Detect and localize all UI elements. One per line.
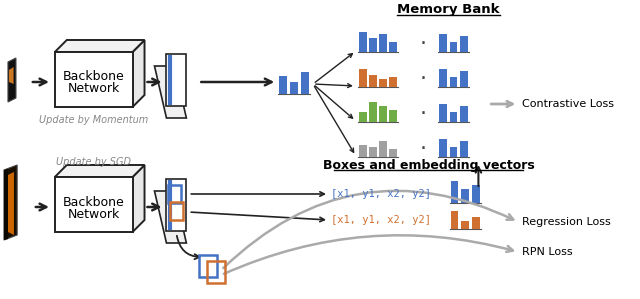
Text: Backbone: Backbone bbox=[63, 196, 125, 208]
FancyBboxPatch shape bbox=[166, 54, 186, 106]
Polygon shape bbox=[154, 191, 186, 243]
FancyBboxPatch shape bbox=[461, 106, 468, 122]
Text: Network: Network bbox=[68, 208, 120, 220]
FancyBboxPatch shape bbox=[55, 177, 132, 232]
Polygon shape bbox=[132, 40, 145, 107]
FancyBboxPatch shape bbox=[379, 34, 387, 52]
FancyBboxPatch shape bbox=[379, 79, 387, 87]
Polygon shape bbox=[9, 67, 13, 84]
FancyBboxPatch shape bbox=[472, 185, 481, 203]
FancyBboxPatch shape bbox=[359, 69, 367, 87]
FancyBboxPatch shape bbox=[449, 77, 458, 87]
Text: Update by SGD: Update by SGD bbox=[56, 157, 131, 167]
FancyBboxPatch shape bbox=[369, 75, 377, 87]
FancyBboxPatch shape bbox=[359, 32, 367, 52]
FancyBboxPatch shape bbox=[461, 189, 470, 203]
FancyBboxPatch shape bbox=[55, 52, 132, 107]
FancyBboxPatch shape bbox=[451, 181, 458, 203]
Polygon shape bbox=[55, 165, 145, 177]
Text: Backbone: Backbone bbox=[63, 71, 125, 83]
Text: ·: · bbox=[420, 34, 427, 54]
Text: [x1, y1, x2, y2]: [x1, y1, x2, y2] bbox=[331, 215, 431, 225]
FancyBboxPatch shape bbox=[166, 179, 186, 231]
FancyBboxPatch shape bbox=[451, 211, 458, 229]
FancyBboxPatch shape bbox=[279, 76, 287, 94]
FancyBboxPatch shape bbox=[369, 147, 377, 157]
FancyBboxPatch shape bbox=[388, 77, 397, 87]
FancyBboxPatch shape bbox=[388, 42, 397, 52]
FancyBboxPatch shape bbox=[449, 112, 458, 122]
Polygon shape bbox=[4, 165, 17, 240]
FancyBboxPatch shape bbox=[388, 110, 397, 122]
Polygon shape bbox=[8, 58, 16, 102]
Text: Regression Loss: Regression Loss bbox=[522, 217, 611, 227]
FancyBboxPatch shape bbox=[290, 82, 298, 94]
Polygon shape bbox=[8, 172, 14, 235]
FancyBboxPatch shape bbox=[438, 139, 447, 157]
FancyBboxPatch shape bbox=[438, 104, 447, 122]
FancyBboxPatch shape bbox=[369, 102, 377, 122]
FancyBboxPatch shape bbox=[461, 36, 468, 52]
Text: ·: · bbox=[420, 69, 427, 89]
FancyBboxPatch shape bbox=[461, 221, 470, 229]
Text: Contrastive Loss: Contrastive Loss bbox=[522, 99, 614, 109]
FancyBboxPatch shape bbox=[301, 72, 309, 94]
FancyBboxPatch shape bbox=[461, 71, 468, 87]
FancyBboxPatch shape bbox=[449, 147, 458, 157]
FancyBboxPatch shape bbox=[449, 42, 458, 52]
Text: Boxes and embedding vectors: Boxes and embedding vectors bbox=[323, 158, 534, 172]
Text: Network: Network bbox=[68, 83, 120, 95]
Polygon shape bbox=[4, 169, 8, 240]
Text: [x1, y1, x2, y2]: [x1, y1, x2, y2] bbox=[331, 189, 431, 199]
Text: Update by Momentum: Update by Momentum bbox=[39, 115, 148, 125]
FancyBboxPatch shape bbox=[472, 217, 481, 229]
Text: ·: · bbox=[420, 104, 427, 124]
FancyBboxPatch shape bbox=[379, 106, 387, 122]
Polygon shape bbox=[154, 66, 186, 118]
Polygon shape bbox=[55, 40, 145, 52]
FancyBboxPatch shape bbox=[359, 112, 367, 122]
FancyBboxPatch shape bbox=[438, 69, 447, 87]
FancyBboxPatch shape bbox=[388, 149, 397, 157]
FancyBboxPatch shape bbox=[359, 145, 367, 157]
FancyBboxPatch shape bbox=[438, 34, 447, 52]
Polygon shape bbox=[132, 165, 145, 232]
FancyBboxPatch shape bbox=[461, 141, 468, 157]
FancyBboxPatch shape bbox=[369, 38, 377, 52]
Text: ·: · bbox=[420, 139, 427, 159]
FancyBboxPatch shape bbox=[379, 141, 387, 157]
Text: Memory Bank: Memory Bank bbox=[397, 4, 500, 16]
Text: RPN Loss: RPN Loss bbox=[522, 247, 573, 257]
